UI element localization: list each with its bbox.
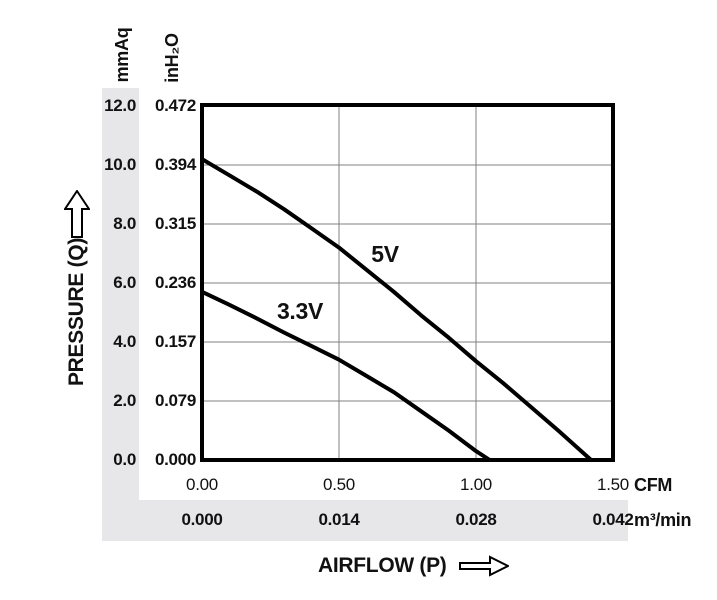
y-tick-inh2o: 0.079 xyxy=(154,391,196,410)
curve-3-3v xyxy=(200,289,492,462)
curve-5v xyxy=(200,157,594,462)
y-unit-mmaq-label: mmAq xyxy=(112,27,132,83)
y-tick-inh2o: 0.236 xyxy=(154,273,196,292)
x-unit-m3min-label: m³/min xyxy=(634,510,692,530)
y-tick-mmaq: 10.0 xyxy=(104,155,136,174)
y-tick-inh2o: 0.315 xyxy=(154,214,196,233)
y-tick-inh2o: 0.472 xyxy=(154,96,196,115)
y-tick-mmaq: 12.0 xyxy=(104,96,136,115)
y-tick-inh2o: 0.000 xyxy=(154,450,196,469)
y-tick-mmaq: 2.0 xyxy=(113,391,136,410)
x-tick-m3min: 0.000 xyxy=(181,510,223,529)
plot-area xyxy=(200,103,615,462)
plot-border xyxy=(200,103,615,462)
y-tick-inh2o: 0.157 xyxy=(154,332,196,351)
x-tick-m3min: 0.042 xyxy=(592,510,634,529)
m3min-row-band xyxy=(139,500,628,541)
x-axis-title-row: AIRFLOW (P) xyxy=(318,554,509,578)
y-unit-inh2o-label: inH₂O xyxy=(162,33,182,83)
x-tick-m3min: 0.014 xyxy=(318,510,360,529)
x-tick-cfm: 1.00 xyxy=(460,475,492,494)
up-arrow-icon xyxy=(64,190,90,238)
x-unit-cfm-label: CFM xyxy=(634,475,673,495)
mmaq-column-band xyxy=(102,88,139,541)
y-tick-inh2o: 0.394 xyxy=(154,155,196,174)
y-tick-mmaq: 8.0 xyxy=(113,214,136,233)
y-tick-mmaq: 6.0 xyxy=(113,273,136,292)
x-tick-cfm: 0.50 xyxy=(323,475,355,494)
curve-label-3-3v: 3.3V xyxy=(276,298,324,324)
right-arrow-icon xyxy=(458,555,509,577)
x-tick-cfm: 1.50 xyxy=(597,475,629,494)
x-axis-title: AIRFLOW (P) xyxy=(318,554,447,577)
curve-label-5v: 5V xyxy=(371,241,399,267)
x-tick-cfm: 0.00 xyxy=(186,475,218,494)
y-tick-mmaq: 0.0 xyxy=(113,450,136,469)
y-tick-mmaq: 4.0 xyxy=(113,332,136,351)
x-tick-m3min: 0.028 xyxy=(455,510,497,529)
